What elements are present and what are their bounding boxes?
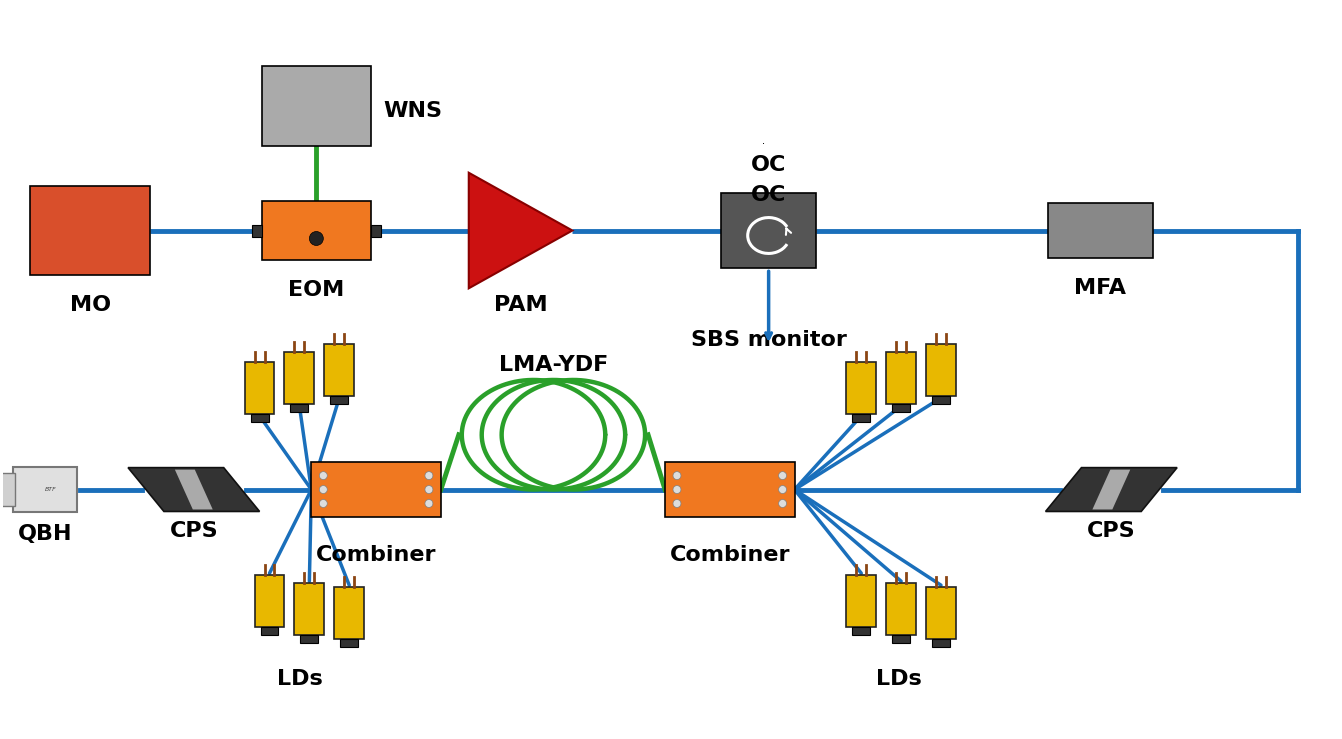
Text: QBH: QBH xyxy=(17,525,72,545)
Circle shape xyxy=(672,486,680,494)
Bar xyxy=(926,588,956,639)
Circle shape xyxy=(672,500,680,508)
Bar xyxy=(31,185,150,276)
Bar xyxy=(260,627,279,635)
Polygon shape xyxy=(1092,469,1130,509)
Bar xyxy=(294,583,325,635)
Circle shape xyxy=(778,471,786,480)
Bar xyxy=(0,473,16,506)
Text: SBS monitor: SBS monitor xyxy=(691,330,847,350)
Bar xyxy=(341,639,358,647)
Circle shape xyxy=(778,500,786,508)
Bar xyxy=(285,352,314,404)
Bar xyxy=(330,396,348,404)
Text: WNS: WNS xyxy=(382,101,442,121)
Text: OC: OC xyxy=(762,143,765,144)
Circle shape xyxy=(425,500,433,508)
Text: OC: OC xyxy=(752,185,786,205)
Text: LDs: LDs xyxy=(876,669,922,689)
Bar xyxy=(886,352,917,404)
Bar xyxy=(255,575,285,627)
Circle shape xyxy=(672,471,680,480)
Bar xyxy=(926,344,956,396)
Text: LMA-YDF: LMA-YDF xyxy=(499,355,608,375)
Circle shape xyxy=(310,231,323,245)
Circle shape xyxy=(778,486,786,494)
Text: MFA: MFA xyxy=(1075,278,1126,298)
Circle shape xyxy=(319,500,327,508)
Bar xyxy=(262,67,372,146)
Bar xyxy=(251,225,262,236)
Bar xyxy=(262,200,372,260)
Bar xyxy=(721,193,816,268)
Bar xyxy=(244,362,275,414)
Text: Combiner: Combiner xyxy=(670,545,790,565)
Bar xyxy=(852,627,870,635)
Circle shape xyxy=(425,471,433,480)
Bar xyxy=(931,639,950,647)
Text: PAM: PAM xyxy=(494,296,548,316)
Polygon shape xyxy=(468,173,573,288)
Text: BTF: BTF xyxy=(44,487,56,492)
Bar xyxy=(13,466,78,512)
Circle shape xyxy=(319,486,327,494)
Polygon shape xyxy=(174,469,213,509)
Polygon shape xyxy=(1045,468,1177,511)
Bar xyxy=(847,575,876,627)
Text: EOM: EOM xyxy=(289,280,345,300)
Bar xyxy=(852,414,870,422)
Text: OC: OC xyxy=(752,155,786,175)
Bar xyxy=(301,635,318,643)
Text: Combiner: Combiner xyxy=(315,545,436,565)
Bar xyxy=(931,396,950,404)
Bar xyxy=(666,462,794,517)
Polygon shape xyxy=(127,468,259,511)
Bar xyxy=(886,583,917,635)
Bar xyxy=(311,462,442,517)
Bar xyxy=(847,362,876,414)
Text: MO: MO xyxy=(70,296,111,316)
Text: CPS: CPS xyxy=(1087,522,1135,542)
Circle shape xyxy=(425,486,433,494)
Bar xyxy=(334,588,364,639)
Bar xyxy=(1048,203,1153,258)
Circle shape xyxy=(319,471,327,480)
Bar xyxy=(372,225,381,236)
Text: CPS: CPS xyxy=(169,522,219,542)
Bar xyxy=(892,404,910,412)
Bar xyxy=(325,344,354,396)
Bar xyxy=(251,414,268,422)
Bar xyxy=(290,404,309,412)
Bar xyxy=(892,635,910,643)
Text: LDs: LDs xyxy=(276,669,322,689)
